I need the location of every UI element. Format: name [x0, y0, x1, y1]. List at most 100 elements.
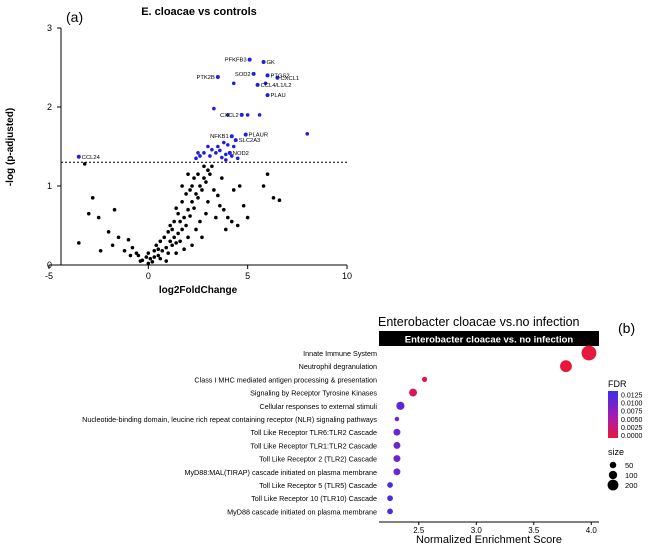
size-legend-label: 50 [625, 461, 633, 470]
nonsignificant-point [182, 247, 186, 251]
x-tick-label: 5 [245, 271, 250, 281]
y-tick-label: 0 [47, 260, 52, 270]
significant-point [257, 113, 262, 117]
gene-label: SLC2A3 [239, 138, 261, 144]
pathway-point [393, 441, 401, 449]
nonsignificant-point [174, 241, 178, 245]
facet-strip [379, 331, 599, 346]
nonsignificant-point [190, 184, 194, 188]
pathway-labels: Innate Immune System Neutrophil degranula… [82, 349, 377, 516]
size-legend-dot [608, 470, 618, 480]
nonsignificant-point [130, 245, 135, 250]
nonsignificant-point [200, 235, 204, 240]
pathway-point [393, 468, 401, 476]
significant-point [202, 151, 206, 155]
pathway-point [394, 416, 400, 422]
pathway-point [421, 376, 428, 383]
nonsignificant-point [138, 259, 143, 263]
nonsignificant-point [156, 253, 161, 258]
significant-point [229, 154, 234, 158]
labeled-gene-point [275, 75, 280, 80]
y-tick-label: 3 [47, 23, 52, 33]
nonsignificant-point [196, 172, 200, 176]
fdr-tick-label: 0.0075 [621, 409, 643, 416]
significant-point [224, 158, 228, 162]
gene-label: CXCL2 [220, 113, 239, 119]
pathway-point [560, 360, 572, 373]
nonsignificant-point [222, 207, 226, 212]
nonsignificant-point [180, 184, 184, 188]
pathway-label: Cellular responses to external stimuli [260, 402, 378, 411]
nonsignificant-point [277, 198, 282, 203]
nonsignificant-point [208, 172, 212, 176]
nonsignificant-point [194, 227, 198, 232]
labeled-gene-point [243, 132, 248, 137]
significant-point [206, 144, 210, 149]
nonsignificant-point [237, 184, 242, 188]
y-tick-label: 2 [47, 102, 52, 112]
nonsignificant-point [178, 239, 182, 244]
nonsignificant-point [126, 237, 131, 242]
nonsignificant-point [226, 215, 230, 220]
nonsignificant-point [231, 188, 236, 192]
nonsignificant-point [116, 235, 121, 240]
significant-point [305, 132, 310, 136]
nonsignificant-point [122, 248, 127, 253]
nonsignificant-point [241, 203, 246, 208]
dotplot-x-label: Normalized Enrichment Score [416, 534, 562, 546]
nonsignificant-point [82, 162, 87, 166]
significant-point [231, 144, 236, 149]
enrichment-dotplot-panel: Enterobacter cloacae vs.no infection (b)… [82, 315, 642, 546]
x-tick-label: 4.0 [586, 526, 598, 535]
nonsignificant-point [112, 207, 117, 212]
nonsignificant-point [224, 227, 228, 232]
nonsignificant-point [176, 231, 180, 236]
pathway-label: Innate Immune System [303, 349, 377, 358]
gene-label: PLAUR [249, 133, 268, 139]
nonsignificant-point [136, 253, 141, 258]
gene-label: CCL4/L1/L2 [261, 83, 292, 89]
nonsignificant-point [190, 243, 194, 248]
pathway-label: Class I MHC mediated antigen processing … [194, 375, 377, 384]
nonsignificant-point [98, 248, 103, 253]
nonsignificant-point [202, 176, 206, 180]
gene-label: CCL24 [82, 155, 101, 161]
nonsignificant-point [202, 164, 206, 169]
nonsignificant-point [170, 227, 174, 232]
fdr-tick-label: 0.0000 [621, 433, 643, 440]
significant-point [231, 81, 236, 86]
panel-b-title: Enterobacter cloacae vs.no infection [378, 315, 580, 329]
pathway-label: MyD88 cascade initiated on plasma membra… [227, 507, 377, 516]
significant-point [245, 113, 250, 117]
pathway-point [396, 401, 405, 410]
significant-point [194, 156, 198, 161]
significant-point [210, 147, 214, 152]
nonsignificant-point [77, 241, 81, 245]
gene-label: PTGS2 [271, 73, 290, 79]
gene-label: NOD2 [233, 151, 249, 157]
pathway-label: MyD88:MAL(TIRAP) cascade initiated on pl… [184, 468, 377, 477]
gene-label: PTK2B [196, 75, 214, 81]
nonsignificant-point [170, 243, 174, 248]
pathway-point [387, 495, 393, 502]
fdr-tick-label: 0.0100 [621, 401, 643, 408]
nonsignificant-point [90, 196, 95, 200]
nonsignificant-point [265, 172, 270, 176]
pathway-point [409, 388, 417, 397]
nonsignificant-point [154, 243, 159, 248]
pathway-point [393, 455, 401, 463]
labeled-gene-point [247, 57, 252, 62]
nonsignificant-point [206, 168, 210, 172]
nonsignificant-point [188, 188, 192, 192]
pathway-label: Toll Like Receptor 2 (TLR2) Cascade [259, 455, 377, 464]
nonsignificant-point [204, 211, 208, 216]
nonsignificant-point [229, 219, 234, 224]
labeled-gene-point [265, 93, 270, 98]
fdr-tick-label: 0.0025 [621, 425, 643, 432]
nonsignificant-point [166, 251, 170, 255]
nonsignificant-point [168, 223, 172, 228]
size-legend-title: size [608, 447, 624, 457]
gene-label: CXCL1 [280, 76, 299, 82]
pathway-point [581, 345, 597, 361]
